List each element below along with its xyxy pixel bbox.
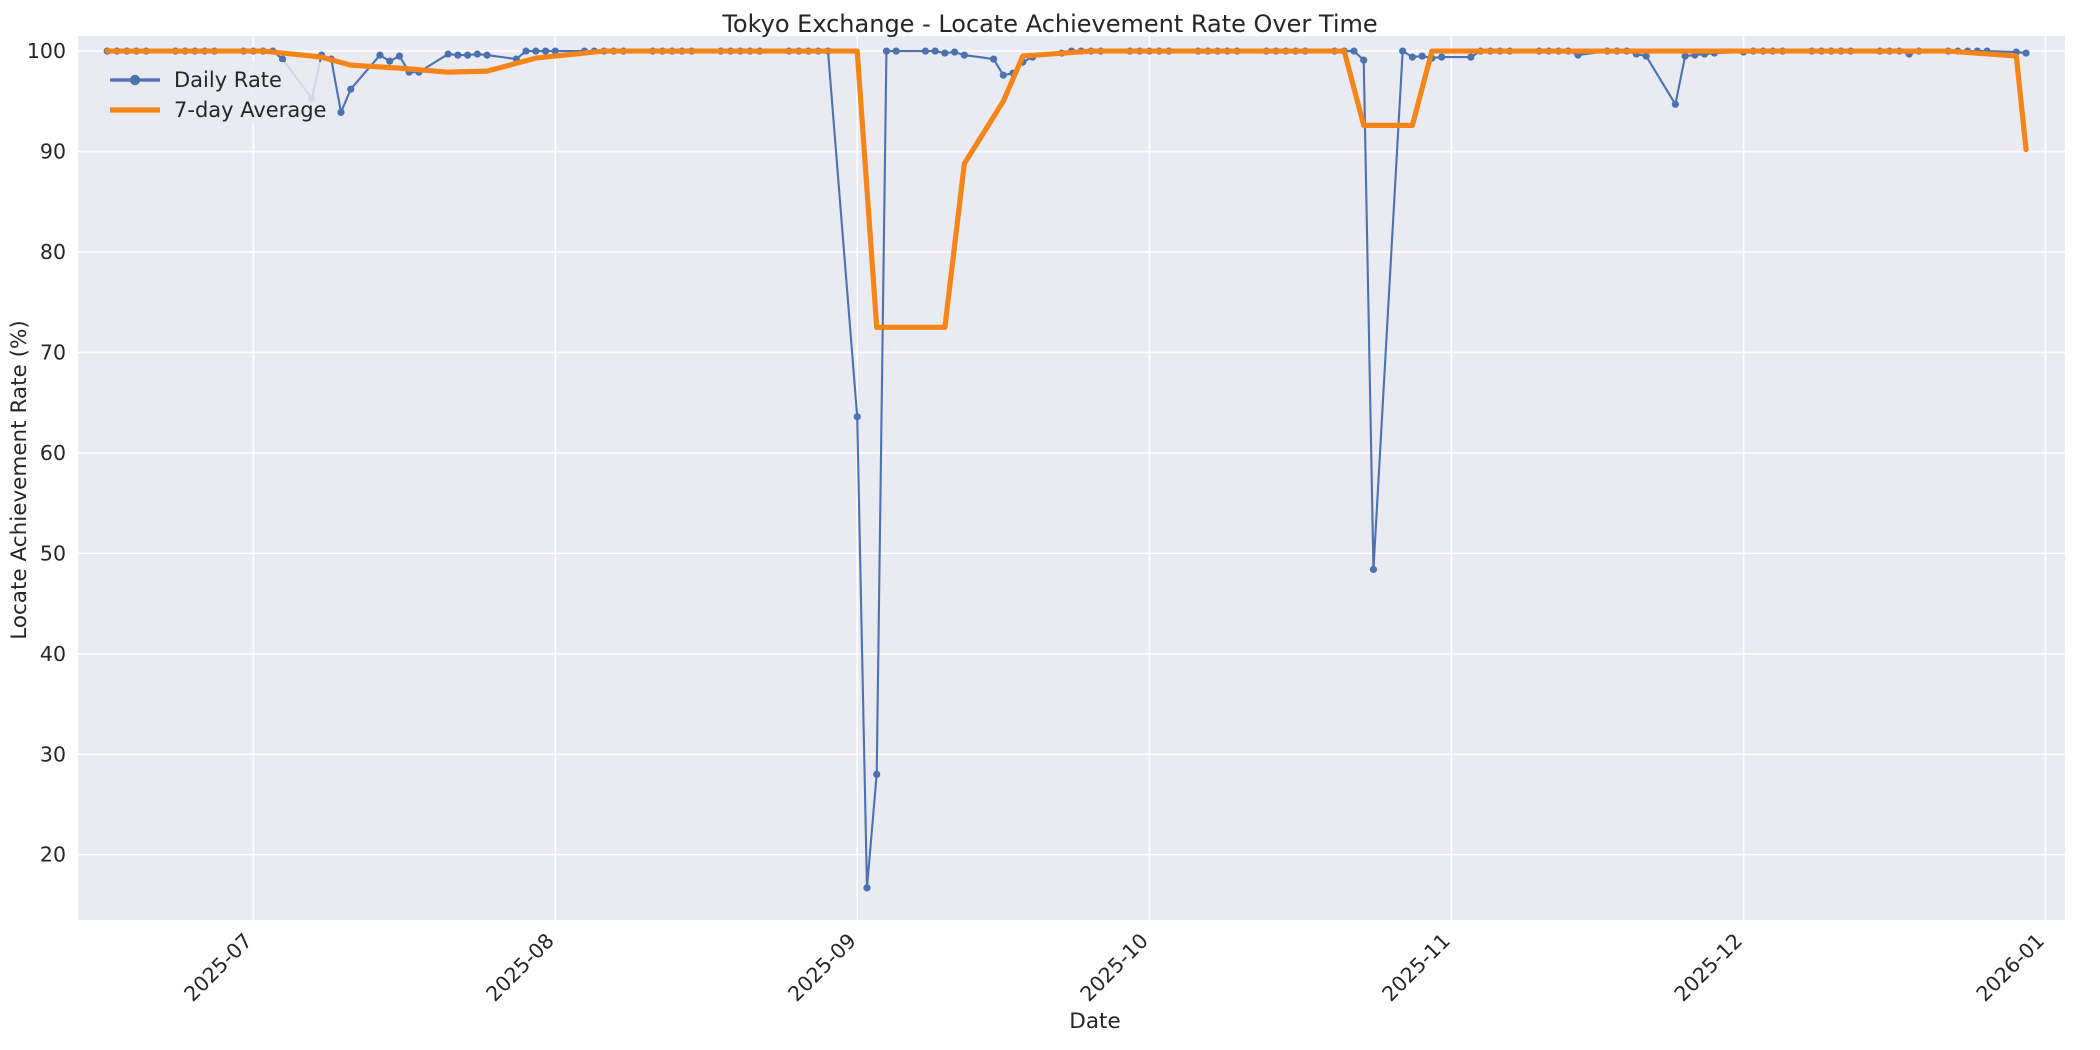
legend-item-daily-rate[interactable]: Daily Rate (110, 68, 282, 92)
data-point (1399, 47, 1407, 55)
data-point (1350, 47, 1358, 55)
data-point (1671, 100, 1679, 108)
data-point (941, 49, 949, 57)
legend-swatch-marker (129, 74, 141, 86)
data-point (483, 51, 491, 59)
y-axis-tick-labels: 100 90 80 70 60 50 40 30 20 (27, 39, 66, 867)
data-point (278, 55, 287, 63)
data-point (473, 50, 481, 58)
data-point (853, 413, 861, 421)
data-point (999, 71, 1007, 79)
data-point (1369, 565, 1378, 574)
data-point (873, 770, 881, 778)
data-point (337, 108, 345, 116)
data-point (1467, 53, 1475, 61)
data-point (541, 47, 550, 55)
y-tick-label: 20 (40, 843, 66, 867)
data-point (522, 47, 530, 55)
data-point (551, 47, 559, 55)
data-point (395, 52, 404, 60)
data-point (951, 48, 959, 56)
data-point (1642, 52, 1650, 60)
data-point (386, 57, 394, 65)
data-point (2022, 49, 2030, 57)
y-tick-label: 70 (40, 340, 66, 364)
data-point (1681, 52, 1689, 60)
data-point (464, 51, 472, 59)
data-point (931, 47, 939, 55)
chart-legend[interactable]: Daily Rate 7-day Average (98, 62, 330, 124)
data-point (989, 55, 998, 63)
data-point (454, 51, 462, 59)
legend-item-seven-day-average[interactable]: 7-day Average (110, 98, 326, 122)
data-point (863, 884, 871, 892)
chart-title: Tokyo Exchange - Locate Achievement Rate… (721, 10, 1377, 38)
data-point (444, 50, 452, 58)
data-point (347, 85, 355, 93)
y-tick-label: 90 (40, 140, 66, 164)
data-point (1360, 56, 1368, 64)
data-point (532, 47, 540, 55)
data-point (921, 47, 930, 55)
plot-area-background (78, 36, 2065, 920)
data-point (1438, 53, 1446, 61)
data-point (882, 47, 891, 55)
y-tick-label: 100 (27, 39, 66, 63)
data-point (1418, 52, 1426, 60)
y-tick-label: 40 (40, 642, 66, 666)
y-tick-label: 80 (40, 240, 66, 264)
legend-label: 7-day Average (174, 98, 326, 122)
y-tick-label: 50 (40, 541, 66, 565)
legend-background (98, 62, 330, 124)
y-axis-label: Locate Achievement Rate (%) (7, 320, 32, 640)
data-point (376, 51, 384, 59)
series-line-seven-day-average (104, 48, 2029, 330)
y-tick-label: 30 (40, 742, 66, 766)
y-tick-label: 60 (40, 441, 66, 465)
data-point (892, 47, 900, 55)
x-axis-label: Date (1069, 1009, 1120, 1034)
gridlines (78, 36, 2065, 920)
data-point (1408, 53, 1417, 61)
data-point (960, 51, 968, 59)
legend-label: Daily Rate (174, 68, 282, 92)
data-series-layer (103, 47, 2030, 892)
